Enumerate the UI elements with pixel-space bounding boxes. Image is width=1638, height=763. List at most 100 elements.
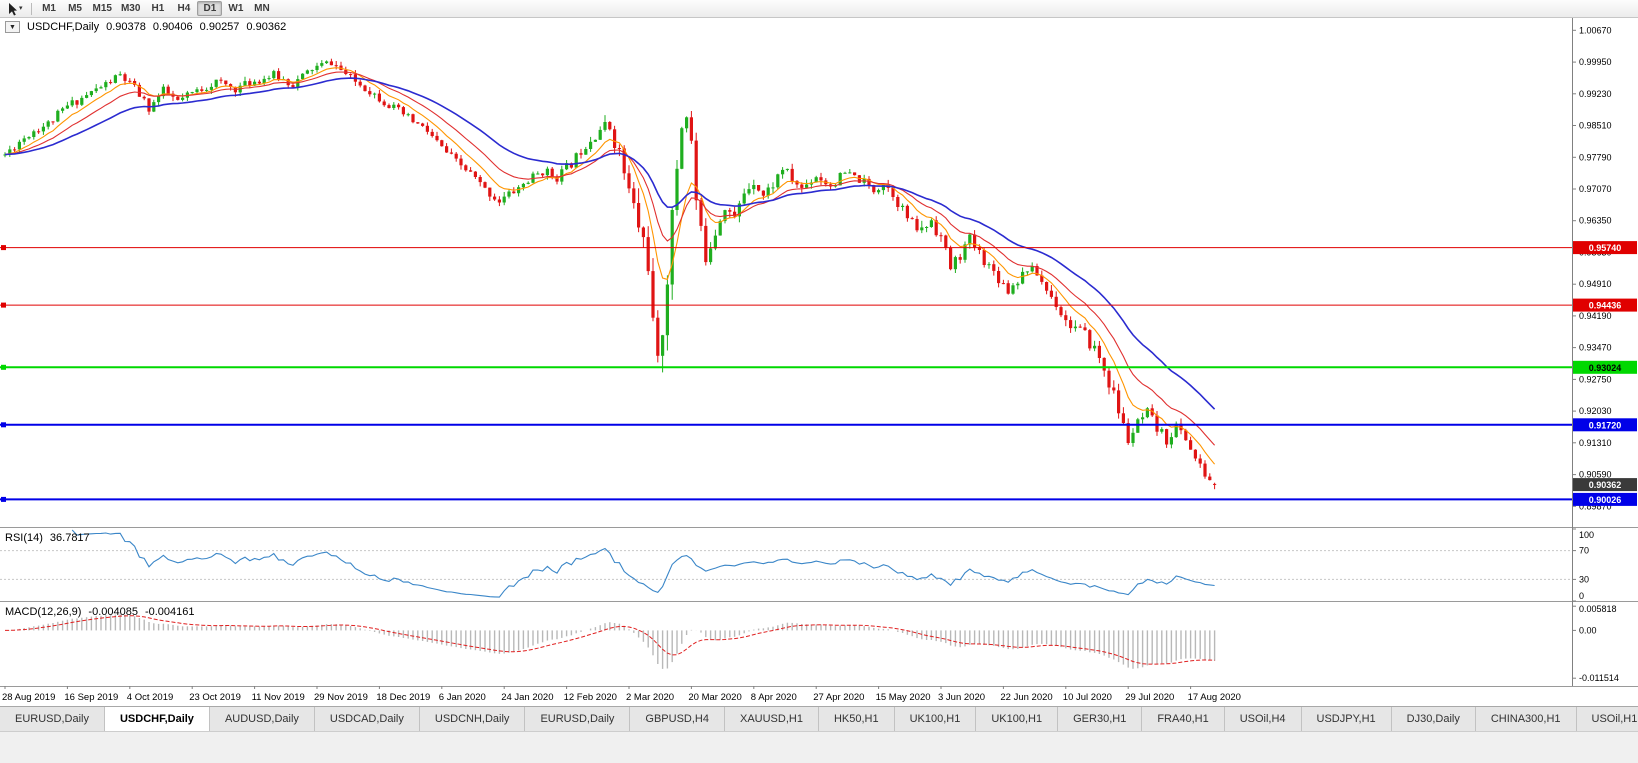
price-axis-tick: 0.99950: [1579, 57, 1612, 67]
chart-tab-ger30-h1[interactable]: GER30,H1: [1058, 707, 1143, 731]
rsi-name: RSI(14): [5, 532, 43, 544]
chart-tab-usdcnh-daily[interactable]: USDCNH,Daily: [419, 707, 526, 731]
rsi-value: 36.7817: [49, 532, 90, 544]
date-label: 15 May 2020: [876, 692, 931, 703]
cursor-tool-button[interactable]: ▾: [3, 1, 26, 17]
chart-canvas[interactable]: 1.00670 0.99950 0.99230 0.98510 0.97790 0.970…: [0, 18, 1638, 706]
date-label: 22 Jun 2020: [1000, 692, 1052, 703]
toolbar-separator: [30, 2, 32, 15]
chart-collapse-button[interactable]: ▼: [5, 21, 20, 33]
timeframe-button-w1[interactable]: W1: [228, 3, 244, 14]
chart-tab-usdjpy-h1[interactable]: USDJPY,H1: [1301, 707, 1392, 731]
macd-indicator-label: MACD(12,26,9) -0.004085 -0.004161: [5, 606, 195, 618]
timeframe-toolbar: ▾ M1 M5 M15 M30 H1 H4 D1 W1 MN: [0, 0, 1638, 18]
chart-tab-hk50-h1[interactable]: HK50,H1: [818, 707, 895, 731]
macd-histogram: [9, 614, 1216, 669]
date-label: 28 Aug 2019: [2, 692, 55, 703]
timeframe-button-d1[interactable]: D1: [197, 1, 223, 16]
chart-background: [0, 18, 1638, 706]
cursor-arrow-icon: [9, 2, 17, 15]
date-label: 17 Aug 2020: [1188, 692, 1241, 703]
chart-tab-usdcad-daily[interactable]: USDCAD,Daily: [314, 707, 420, 731]
macd-main-value: -0.004085: [88, 606, 138, 618]
chart-tab-uk100-h1[interactable]: UK100,H1: [976, 707, 1059, 731]
hline-handle[interactable]: [1, 364, 6, 370]
ohlc-close: 0.90362: [246, 21, 287, 33]
chart-tab-fra40-h1[interactable]: FRA40,H1: [1142, 707, 1225, 731]
price-axis-tick: 0.92030: [1579, 406, 1612, 416]
price-axis-tick: 0.97790: [1579, 152, 1612, 162]
chart-tab-china300-h1[interactable]: CHINA300,H1: [1475, 707, 1577, 731]
timeframe-buttons: M1 M5 M15 M30 H1 H4 D1 W1 MN: [37, 1, 275, 16]
date-axis: 28 Aug 2019 16 Sep 2019 4 Oct 2019 23 Oct 2…: [2, 686, 1241, 703]
price-axis-tick: 0.91310: [1579, 438, 1612, 448]
hline-price-badge: [1573, 418, 1637, 432]
hline-price-label: 0.90026: [1589, 495, 1622, 505]
hline-price-badge: [1573, 492, 1637, 506]
chart-tab-usoil-h1[interactable]: USOil,H1: [1576, 707, 1638, 731]
date-label: 2 Mar 2020: [626, 692, 674, 703]
price-axis-tick: 0.97070: [1579, 184, 1612, 194]
hline-0.90026[interactable]: 0.90026: [0, 492, 1637, 506]
timeframe-button-m30[interactable]: M30: [120, 3, 141, 14]
hline-0.94436[interactable]: 0.94436: [0, 298, 1637, 312]
date-label: 23 Oct 2019: [189, 692, 241, 703]
price-axis-tick: 0.90590: [1579, 470, 1612, 480]
status-strip: [0, 731, 1638, 763]
hline-handle[interactable]: [1, 245, 6, 251]
hline-price-label: 0.93024: [1589, 363, 1622, 373]
hline-0.91720[interactable]: 0.91720: [0, 418, 1637, 432]
hline-handle[interactable]: [1, 302, 6, 308]
current-price-label: 0.90362: [1589, 480, 1622, 490]
hline-price-badge: [1573, 298, 1637, 312]
date-label: 29 Jul 2020: [1125, 692, 1174, 703]
rsi-axis-label: 30: [1579, 574, 1589, 584]
chart-symbol-timeframe: USDCHF,Daily: [27, 21, 100, 33]
price-axis-tick: 0.89870: [1579, 501, 1612, 511]
rsi-axis-label: 100: [1579, 530, 1594, 540]
price-axis-tick: 0.92750: [1579, 374, 1612, 384]
timeframe-button-mn[interactable]: MN: [254, 3, 270, 14]
chart-tab-uk100-h1[interactable]: UK100,H1: [894, 707, 977, 731]
chart-tab-usoil-h4[interactable]: USOil,H4: [1224, 707, 1302, 731]
date-label: 6 Jan 2020: [439, 692, 486, 703]
date-label: 27 Apr 2020: [813, 692, 864, 703]
rsi-indicator-label: RSI(14) 36.7817: [5, 532, 90, 544]
chart-title: ▼ USDCHF,Daily 0.90378 0.90406 0.90257 0…: [5, 21, 286, 33]
rsi-axis-label: 0: [1579, 591, 1584, 601]
macd-name: MACD(12,26,9): [5, 606, 82, 618]
date-label: 12 Feb 2020: [564, 692, 617, 703]
moving-average-fast: [4, 67, 1216, 465]
ohlc-low: 0.90257: [199, 21, 240, 33]
chart-tab-dj30-daily[interactable]: DJ30,Daily: [1391, 707, 1476, 731]
triangle-down-icon: ▼: [9, 23, 16, 31]
timeframe-button-m5[interactable]: M5: [68, 3, 82, 14]
hline-price-label: 0.91720: [1589, 420, 1622, 430]
chart-tab-audusd-daily[interactable]: AUDUSD,Daily: [209, 707, 315, 731]
chart-tab-gbpusd-h4[interactable]: GBPUSD,H4: [630, 707, 725, 731]
timeframe-button-h1[interactable]: H1: [151, 3, 165, 14]
hline-price-label: 0.94436: [1589, 301, 1622, 311]
chevron-down-icon: ▾: [19, 5, 23, 12]
price-axis-tick: 0.94910: [1579, 279, 1612, 289]
hline-handle[interactable]: [1, 496, 6, 502]
ohlc-high: 0.90406: [152, 21, 193, 33]
date-label: 20 Mar 2020: [688, 692, 741, 703]
date-label: 4 Oct 2019: [127, 692, 173, 703]
chart-tab-eurusd-daily[interactable]: EURUSD,Daily: [525, 707, 631, 731]
chart-tab-usdchf-daily[interactable]: USDCHF,Daily: [104, 707, 210, 731]
macd-signal-value: -0.004161: [144, 606, 195, 618]
macd-signal-line: [4, 615, 1215, 665]
chart-tab-xauusd-h1[interactable]: XAUUSD,H1: [724, 707, 819, 731]
chart-tab-eurusd-daily[interactable]: EURUSD,Daily: [0, 707, 105, 731]
hline-0.93024[interactable]: 0.93024: [0, 360, 1637, 374]
date-label: 11 Nov 2019: [252, 692, 305, 703]
hline-handle[interactable]: [1, 422, 6, 428]
hline-0.95740[interactable]: 0.95740: [0, 241, 1637, 255]
rsi-line: [71, 529, 1215, 598]
ohlc-open: 0.90378: [106, 21, 146, 33]
timeframe-button-m1[interactable]: M1: [42, 3, 56, 14]
timeframe-button-h4[interactable]: H4: [177, 3, 191, 14]
timeframe-button-m15[interactable]: M15: [92, 3, 112, 14]
